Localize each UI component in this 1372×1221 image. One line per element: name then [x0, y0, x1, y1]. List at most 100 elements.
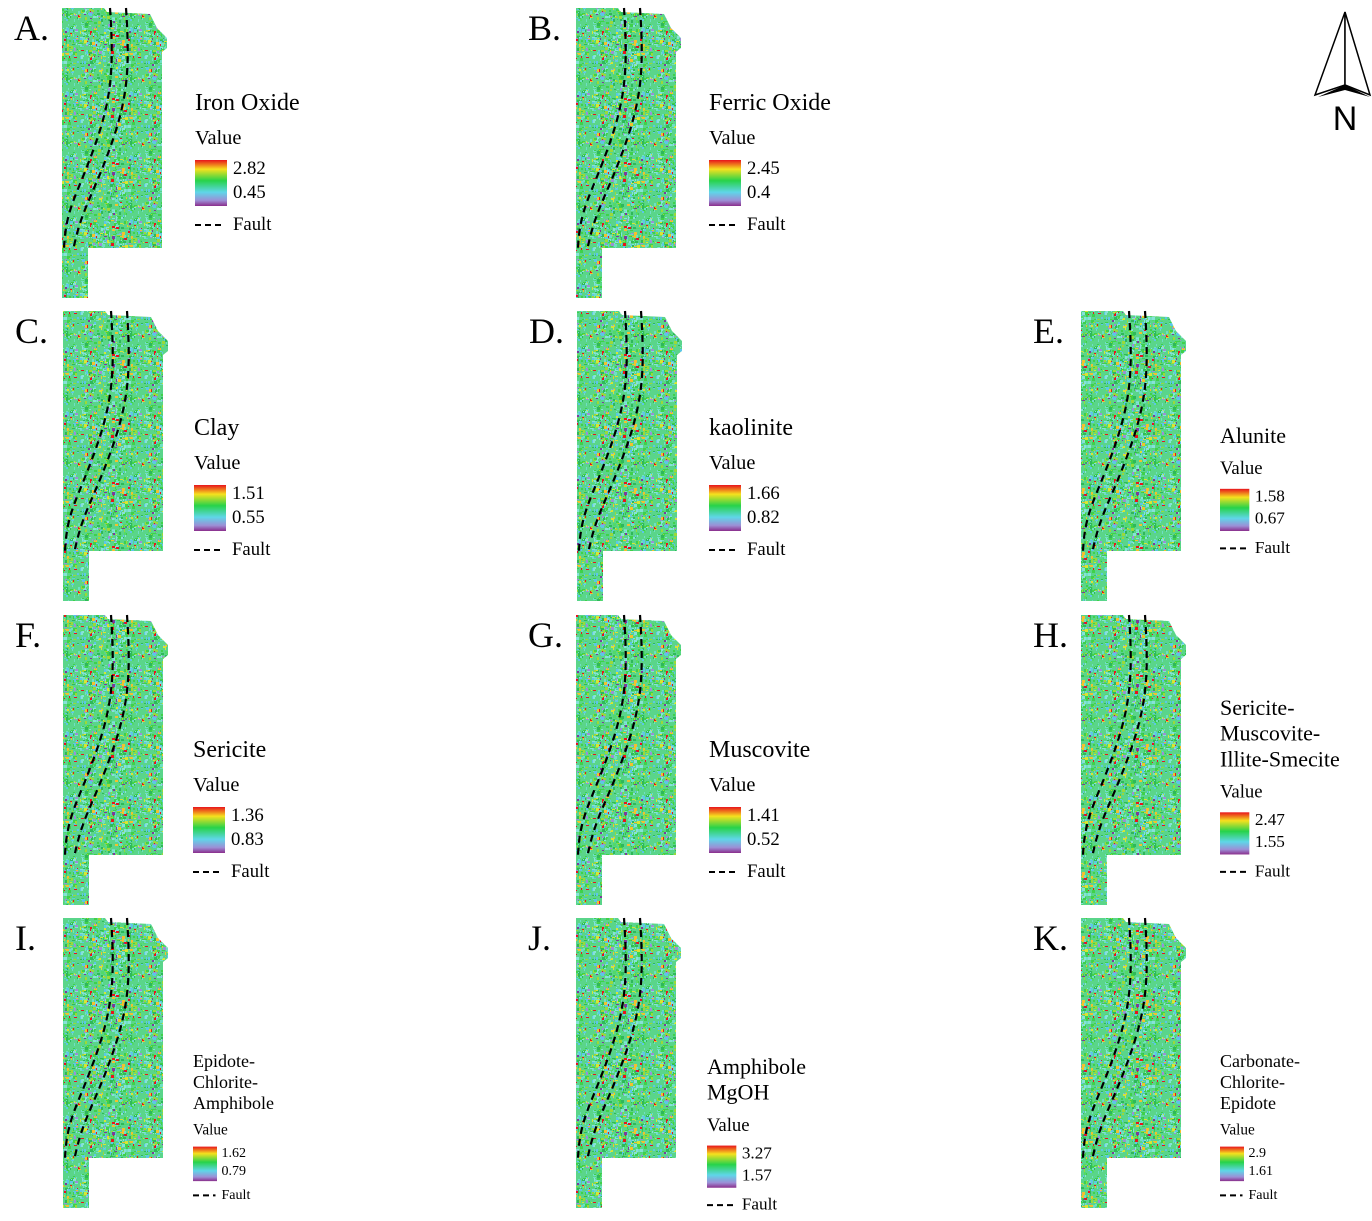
panel-label: K.	[1033, 918, 1068, 958]
panel: H. Sericite-Muscovite-Illite-Smecite Value…	[1033, 615, 1340, 905]
legend-min: 0.55	[232, 507, 265, 528]
legend-fault: Fault	[747, 539, 786, 560]
legend-heading: Value	[709, 452, 755, 474]
legend-heading: Value	[709, 774, 755, 796]
alteration-map	[576, 8, 681, 298]
color-ramp	[1220, 1147, 1244, 1182]
legend-heading: Value	[1220, 458, 1263, 479]
legend-max: 1.62	[222, 1145, 247, 1161]
legend-title: Sericite	[193, 737, 266, 763]
legend-title: Chlorite-	[193, 1072, 258, 1092]
panel-label: H.	[1033, 615, 1068, 655]
legend-min: 0.45	[233, 182, 266, 203]
alteration-map	[1081, 615, 1186, 905]
legend-title: kaolinite	[709, 415, 793, 441]
legend-max: 1.36	[231, 805, 264, 826]
legend-title: Amphibole	[193, 1093, 274, 1113]
alteration-map	[1081, 311, 1186, 601]
color-ramp	[707, 1146, 736, 1188]
color-ramp	[1220, 489, 1249, 531]
panel-label: I.	[15, 918, 36, 958]
legend-min: 0.79	[222, 1163, 247, 1179]
panel: D. kaolinite Value 1.66 0.82 Fault	[529, 311, 793, 601]
legend-title: Carbonate-	[1220, 1051, 1300, 1071]
legend-max: 2.82	[233, 158, 266, 179]
legend-heading: Value	[709, 127, 755, 149]
legend-max: 2.47	[1255, 810, 1285, 829]
legend-fault: Fault	[1249, 1187, 1278, 1203]
color-ramp	[193, 1147, 217, 1182]
legend-max: 1.41	[747, 805, 780, 826]
legend-min: 1.57	[742, 1165, 772, 1184]
legend-heading: Value	[707, 1115, 750, 1136]
legend-title: Chlorite-	[1220, 1072, 1285, 1092]
legend-fault: Fault	[233, 214, 272, 235]
color-ramp	[1220, 812, 1249, 854]
panel: K.Carbonate-Chlorite-EpidoteValue2.91.61…	[1033, 918, 1300, 1208]
legend-fault: Fault	[232, 539, 271, 560]
panel: B. Ferric Oxide Value 2.45 0.4 Fault	[528, 8, 831, 298]
legend-title: MgOH	[707, 1080, 769, 1105]
legend-fault: Fault	[222, 1187, 251, 1203]
alteration-map	[576, 615, 681, 905]
legend-title: Muscovite-	[1220, 721, 1320, 746]
legend-max: 2.45	[747, 158, 780, 179]
legend-fault: Fault	[747, 214, 786, 235]
alteration-map	[577, 311, 682, 601]
legend-max: 3.27	[742, 1143, 772, 1162]
north-arrow: N	[1315, 12, 1370, 138]
legend-min: 0.4	[747, 182, 771, 203]
panel-label: E.	[1033, 311, 1064, 351]
alteration-map	[63, 311, 168, 601]
legend-title: Alunite	[1220, 423, 1286, 448]
panel: I. Epidote-Chlorite-Amphibole Value 1.62 0.7…	[15, 918, 274, 1208]
alteration-map	[63, 615, 168, 905]
legend-min: 1.55	[1255, 832, 1285, 851]
legend-heading: Value	[1220, 782, 1263, 803]
legend-min: 0.82	[747, 507, 780, 528]
color-ramp	[194, 485, 226, 531]
figure: N A.Iron OxideValue2.820.45FaultB.Ferric…	[0, 0, 1372, 1221]
legend-title: Illite-Smecite	[1220, 746, 1340, 771]
panel-label: B.	[528, 8, 561, 48]
legend-heading: Value	[194, 452, 240, 474]
panel: E. Alunite Value 1.58 0.67 Fault	[1033, 311, 1290, 601]
legend-title: Clay	[194, 415, 239, 441]
legend-title: Muscovite	[709, 737, 810, 763]
panel-label: A.	[14, 8, 49, 48]
legend-max: 1.58	[1255, 487, 1285, 506]
legend-max: 2.9	[1249, 1145, 1267, 1161]
alteration-map	[62, 8, 167, 298]
legend-title: Amphibole	[707, 1054, 806, 1079]
panel-label: D.	[529, 311, 564, 351]
legend-min: 0.83	[231, 829, 264, 850]
panel-label: F.	[15, 615, 41, 655]
legend-title: Ferric Oxide	[709, 90, 831, 116]
legend-fault: Fault	[231, 861, 270, 882]
legend-heading: Value	[195, 127, 241, 149]
color-ramp	[709, 485, 741, 531]
panel-label: G.	[528, 615, 563, 655]
legend-max: 1.66	[747, 483, 780, 504]
color-ramp	[195, 160, 227, 206]
legend-min: 0.67	[1255, 509, 1285, 528]
alteration-map	[1081, 918, 1186, 1208]
legend-title: Epidote	[1220, 1093, 1276, 1113]
legend-title: Sericite-	[1220, 695, 1295, 720]
north-label: N	[1333, 100, 1358, 138]
legend-fault: Fault	[742, 1195, 778, 1214]
color-ramp	[193, 807, 225, 853]
alteration-map	[63, 918, 168, 1208]
legend-title: Epidote-	[193, 1051, 255, 1071]
legend-fault: Fault	[1255, 538, 1291, 557]
alteration-map	[576, 918, 681, 1208]
legend-heading: Value	[1220, 1122, 1255, 1139]
color-ramp	[709, 160, 741, 206]
legend-min: 0.52	[747, 829, 780, 850]
legend-heading: Value	[193, 1122, 228, 1139]
